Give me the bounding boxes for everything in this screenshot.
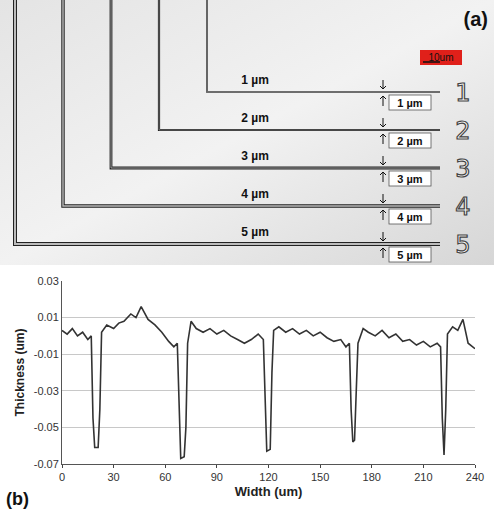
svg-text:2 µm: 2 µm <box>241 111 269 125</box>
svg-text:1: 1 <box>455 79 470 107</box>
svg-text:5 µm: 5 µm <box>397 249 423 261</box>
svg-text:2: 2 <box>455 117 470 145</box>
svg-text:180: 180 <box>363 471 381 483</box>
svg-text:-0.03: -0.03 <box>34 385 59 397</box>
svg-text:4 µm: 4 µm <box>397 211 423 223</box>
svg-text:(b): (b) <box>6 489 29 509</box>
svg-text:3 µm: 3 µm <box>241 149 269 163</box>
svg-text:60: 60 <box>159 471 171 483</box>
svg-text:3 µm: 3 µm <box>397 173 423 185</box>
svg-text:0.01: 0.01 <box>37 311 58 323</box>
svg-text:Width (um): Width (um) <box>235 484 303 499</box>
svg-text:120: 120 <box>259 471 277 483</box>
svg-text:4: 4 <box>455 193 470 221</box>
svg-text:4 µm: 4 µm <box>241 187 269 201</box>
svg-text:210: 210 <box>414 471 432 483</box>
svg-text:-0.01: -0.01 <box>34 348 59 360</box>
svg-text:150: 150 <box>311 471 329 483</box>
svg-text:0.03: 0.03 <box>37 275 58 287</box>
svg-text:10um: 10um <box>428 52 453 63</box>
svg-text:-0.07: -0.07 <box>34 458 59 470</box>
svg-text:1 µm: 1 µm <box>241 73 269 87</box>
svg-text:2 µm: 2 µm <box>397 135 423 147</box>
svg-text:-0.05: -0.05 <box>34 421 59 433</box>
svg-text:240: 240 <box>466 471 484 483</box>
svg-text:90: 90 <box>211 471 223 483</box>
svg-text:5: 5 <box>455 231 470 259</box>
svg-text:5 µm: 5 µm <box>241 225 269 239</box>
svg-text:(a): (a) <box>464 8 488 30</box>
svg-text:3: 3 <box>455 155 470 183</box>
svg-text:1 µm: 1 µm <box>397 97 423 109</box>
svg-text:0: 0 <box>59 471 65 483</box>
svg-text:30: 30 <box>108 471 120 483</box>
svg-text:Thickness (um): Thickness (um) <box>13 328 27 416</box>
